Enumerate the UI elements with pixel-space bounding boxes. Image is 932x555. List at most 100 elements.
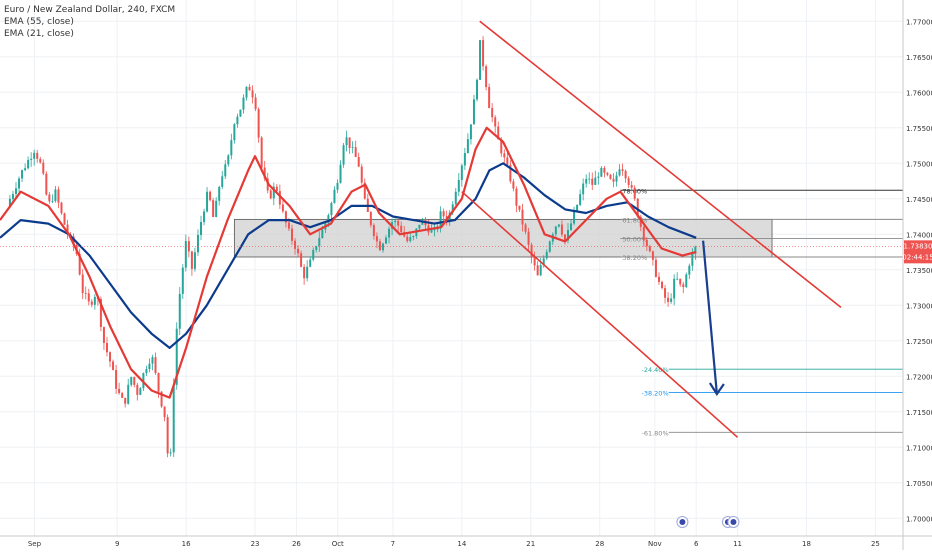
candle-body xyxy=(8,198,11,206)
candle-body xyxy=(570,223,573,230)
y-tick-label: 1.71500 xyxy=(906,409,932,417)
candle-body xyxy=(54,189,57,201)
candle-body xyxy=(203,211,206,222)
candle-body xyxy=(600,167,603,177)
candle-body xyxy=(588,178,591,180)
candle-body xyxy=(287,222,290,229)
candle-body xyxy=(439,211,442,227)
trend-drawings xyxy=(461,20,842,438)
candle-body xyxy=(624,170,627,179)
candle-body xyxy=(412,236,415,238)
candle-body xyxy=(639,216,642,227)
candle-body xyxy=(297,248,300,254)
candle-body xyxy=(39,158,42,163)
candle-body xyxy=(336,182,339,190)
candle-body xyxy=(375,236,378,242)
candle-body xyxy=(512,181,515,189)
candle-body xyxy=(627,178,630,185)
y-tick-label: 1.75000 xyxy=(906,160,932,168)
candle-body xyxy=(148,363,151,370)
x-tick-label: 25 xyxy=(871,540,880,548)
x-tick-label: Nov xyxy=(648,540,662,548)
candle-body xyxy=(45,173,48,195)
candle-body xyxy=(330,203,333,216)
candle-body xyxy=(160,391,163,407)
candle-body xyxy=(318,238,321,247)
x-tick-label: 11 xyxy=(733,540,742,548)
candle-body xyxy=(230,140,233,156)
candle-body xyxy=(594,177,597,185)
candle-body xyxy=(469,124,472,140)
candle-body xyxy=(327,215,330,224)
candle-body xyxy=(248,86,251,91)
candle-body xyxy=(691,253,694,266)
candle-body xyxy=(397,220,400,226)
candle-body xyxy=(196,234,199,253)
candle-body xyxy=(433,229,436,231)
candle-body xyxy=(84,293,87,294)
candle-body xyxy=(263,167,266,179)
candle-body xyxy=(339,164,342,183)
candle-body xyxy=(200,221,203,235)
x-tick-label: 6 xyxy=(694,540,699,548)
candle-body xyxy=(99,298,102,328)
grid xyxy=(0,0,903,536)
candle-body xyxy=(139,388,142,395)
candle-body xyxy=(18,178,21,189)
candle-body xyxy=(278,191,281,205)
candle-body xyxy=(385,237,388,244)
candle-body xyxy=(272,186,275,199)
candle-body xyxy=(227,155,230,165)
candle-body xyxy=(239,109,242,117)
candle-body xyxy=(300,253,303,267)
candle-body xyxy=(579,194,582,205)
candle-body xyxy=(163,406,166,418)
candle-body xyxy=(14,188,17,195)
forecast-arrow-head xyxy=(708,382,725,396)
candle-body xyxy=(654,259,657,277)
x-tick-label: 23 xyxy=(251,540,260,548)
candle-body xyxy=(294,240,297,249)
candle-body xyxy=(127,384,130,404)
candle-body xyxy=(488,87,491,109)
candle-body xyxy=(394,220,397,223)
candle-body xyxy=(609,174,612,179)
candle-body xyxy=(348,137,351,148)
y-tick-label: 1.76000 xyxy=(906,89,932,97)
candle-body xyxy=(661,281,664,289)
x-tick-label: 21 xyxy=(526,540,535,548)
candle-body xyxy=(645,239,648,247)
candle-body xyxy=(454,191,457,205)
candle-body xyxy=(479,40,482,80)
candle-body xyxy=(51,200,54,202)
candle-body xyxy=(105,342,108,353)
candle-body xyxy=(281,204,284,212)
candle-body xyxy=(503,153,506,158)
y-tick-label: 1.74000 xyxy=(906,231,932,239)
fib-level-label: -38.20% xyxy=(641,390,668,398)
candle-body xyxy=(573,210,576,224)
candle-body xyxy=(442,211,445,217)
price-label: 1.73830 xyxy=(904,242,932,250)
fib-level-label: -24.40% xyxy=(641,366,668,374)
candle-body xyxy=(151,357,154,364)
legend-symbol: Euro / New Zealand Dollar, 240, FXCM xyxy=(4,5,176,15)
legend-ema-21: EMA (21, close) xyxy=(4,29,74,39)
candle-body xyxy=(121,393,124,398)
candle-body xyxy=(536,265,539,276)
candle-body xyxy=(566,229,569,241)
x-tick-label: 28 xyxy=(595,540,604,548)
candle-body xyxy=(36,152,39,159)
candle-body xyxy=(582,183,585,195)
x-axis: Sep 9 16 23 26 Oct 7 14 21 28 Nov 6 11 18 25 xyxy=(0,535,932,548)
candles xyxy=(8,36,697,458)
candle-body xyxy=(591,178,594,185)
candle-body xyxy=(418,224,421,229)
candle-body xyxy=(193,252,196,269)
chart-legend: Euro / New Zealand Dollar, 240, FXCM EMA… xyxy=(4,4,175,40)
candle-body xyxy=(451,204,454,213)
candle-body xyxy=(93,296,96,305)
